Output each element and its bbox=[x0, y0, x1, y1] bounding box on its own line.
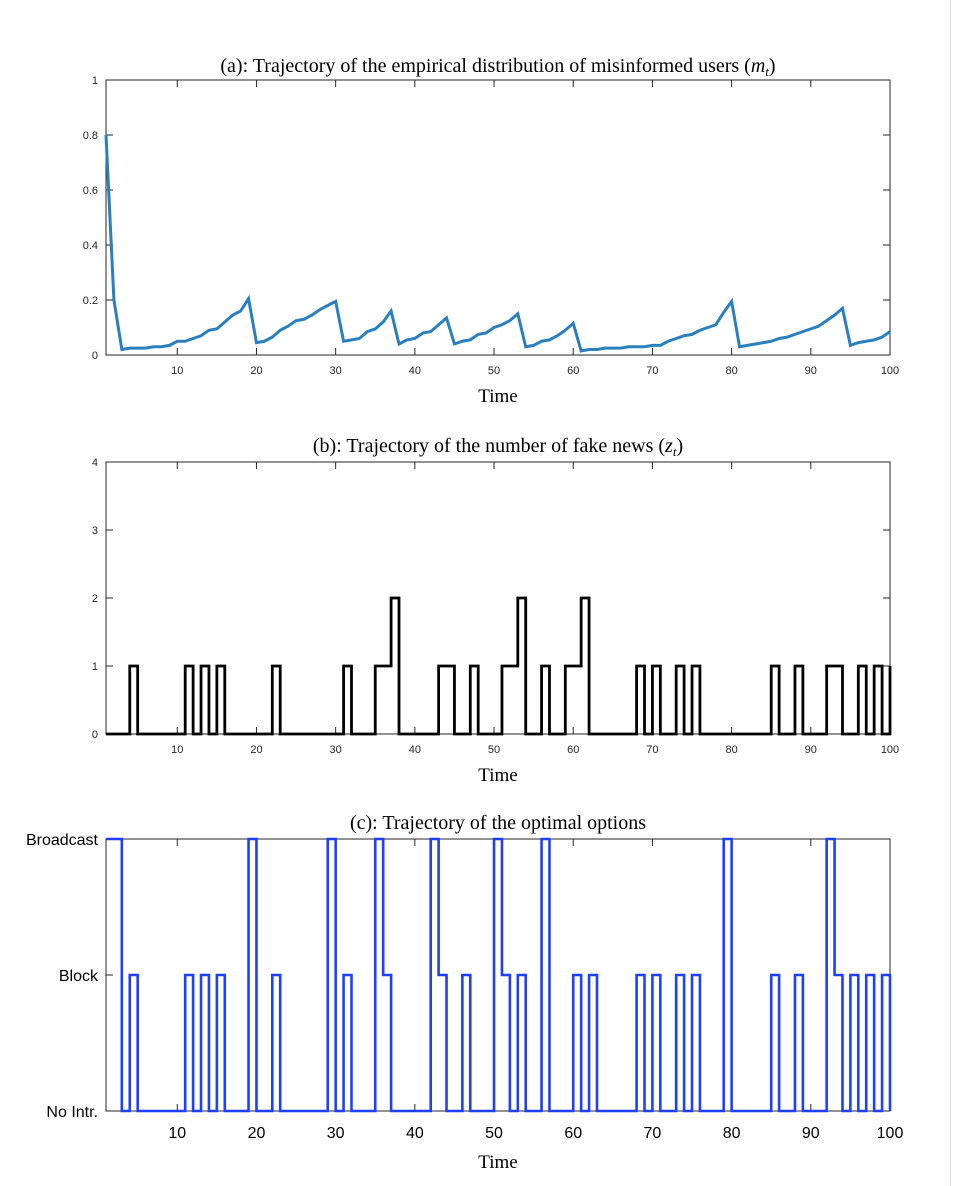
x-tick-label: 70 bbox=[644, 1125, 662, 1142]
x-tick-label: 30 bbox=[327, 1125, 345, 1142]
x-tick-label: 90 bbox=[805, 365, 817, 377]
y-tick-label: 2 bbox=[92, 593, 98, 605]
x-tick-label: 30 bbox=[330, 365, 342, 377]
x-tick-label: 30 bbox=[330, 744, 342, 756]
x-tick-label: 50 bbox=[488, 365, 500, 377]
y-tick-label: 0.6 bbox=[83, 185, 98, 197]
y-tick-label: 0 bbox=[92, 729, 98, 741]
x-tick-label: 100 bbox=[881, 365, 899, 377]
x-tick-label: 100 bbox=[881, 744, 899, 756]
x-tick-label: 80 bbox=[725, 744, 737, 756]
y-tick-label: Block bbox=[59, 968, 99, 985]
x-tick-label: 10 bbox=[168, 1125, 186, 1142]
x-tick-label: 80 bbox=[723, 1125, 741, 1142]
y-tick-label: No Intr. bbox=[46, 1104, 98, 1121]
y-tick-label: 0 bbox=[92, 350, 98, 362]
plot-area-frame bbox=[105, 79, 891, 356]
y-tick-label: 0.4 bbox=[83, 240, 98, 252]
series-line bbox=[104, 134, 891, 353]
x-tick-label: 90 bbox=[805, 744, 817, 756]
x-axis-label: Time bbox=[478, 386, 517, 407]
x-tick-label: 90 bbox=[802, 1125, 820, 1142]
y-tick-label: 4 bbox=[92, 457, 98, 469]
y-tick-label: 0.2 bbox=[83, 295, 98, 307]
chart-title: (c): Trajectory of the optimal options bbox=[350, 812, 646, 834]
y-tick-label: 1 bbox=[92, 75, 98, 87]
series-line bbox=[106, 596, 892, 736]
chart-title: (b): Trajectory of the number of fake ne… bbox=[313, 435, 683, 459]
y-tick-label: 3 bbox=[92, 525, 98, 537]
x-tick-label: 20 bbox=[250, 365, 262, 377]
x-axis-label: Time bbox=[478, 1152, 517, 1173]
chart-title: (a): Trajectory of the empirical distrib… bbox=[220, 55, 775, 79]
x-tick-label: 40 bbox=[409, 744, 421, 756]
x-tick-label: 20 bbox=[248, 1125, 266, 1142]
x-tick-label: 10 bbox=[171, 744, 183, 756]
y-tick-label: Broadcast bbox=[26, 832, 99, 849]
chart-panel-a: 10 20 30 40 50 60 70 80 90 100 0 0.2 0.4 0.6 0.8 1 (a): … bbox=[83, 55, 899, 407]
x-tick-label: 10 bbox=[171, 365, 183, 377]
x-axis-label: Time bbox=[478, 765, 517, 786]
x-tick-label: 20 bbox=[250, 744, 262, 756]
x-tick-label: 60 bbox=[564, 1125, 582, 1142]
x-tick-label: 60 bbox=[567, 365, 579, 377]
series-line bbox=[106, 837, 892, 1113]
x-tick-label: 70 bbox=[646, 365, 658, 377]
page-edge-divider bbox=[950, 0, 951, 1186]
x-tick-label: 40 bbox=[409, 365, 421, 377]
y-tick-label: 0.8 bbox=[83, 130, 98, 142]
x-tick-label: 60 bbox=[567, 744, 579, 756]
chart-panel-b: 10 20 30 40 50 60 70 80 90 100 0 1 2 3 4 (b): Trajector… bbox=[92, 435, 899, 786]
x-tick-label: 70 bbox=[646, 744, 658, 756]
y-tick-label: 1 bbox=[92, 661, 98, 673]
x-tick-label: 80 bbox=[725, 365, 737, 377]
chart-panel-c: 10 20 30 40 50 60 70 80 90 100 No Intr. Block Broadc… bbox=[26, 812, 903, 1173]
x-tick-label: 50 bbox=[485, 1125, 503, 1142]
x-tick-label: 40 bbox=[406, 1125, 424, 1142]
x-tick-label: 100 bbox=[877, 1125, 904, 1142]
x-tick-label: 50 bbox=[488, 744, 500, 756]
